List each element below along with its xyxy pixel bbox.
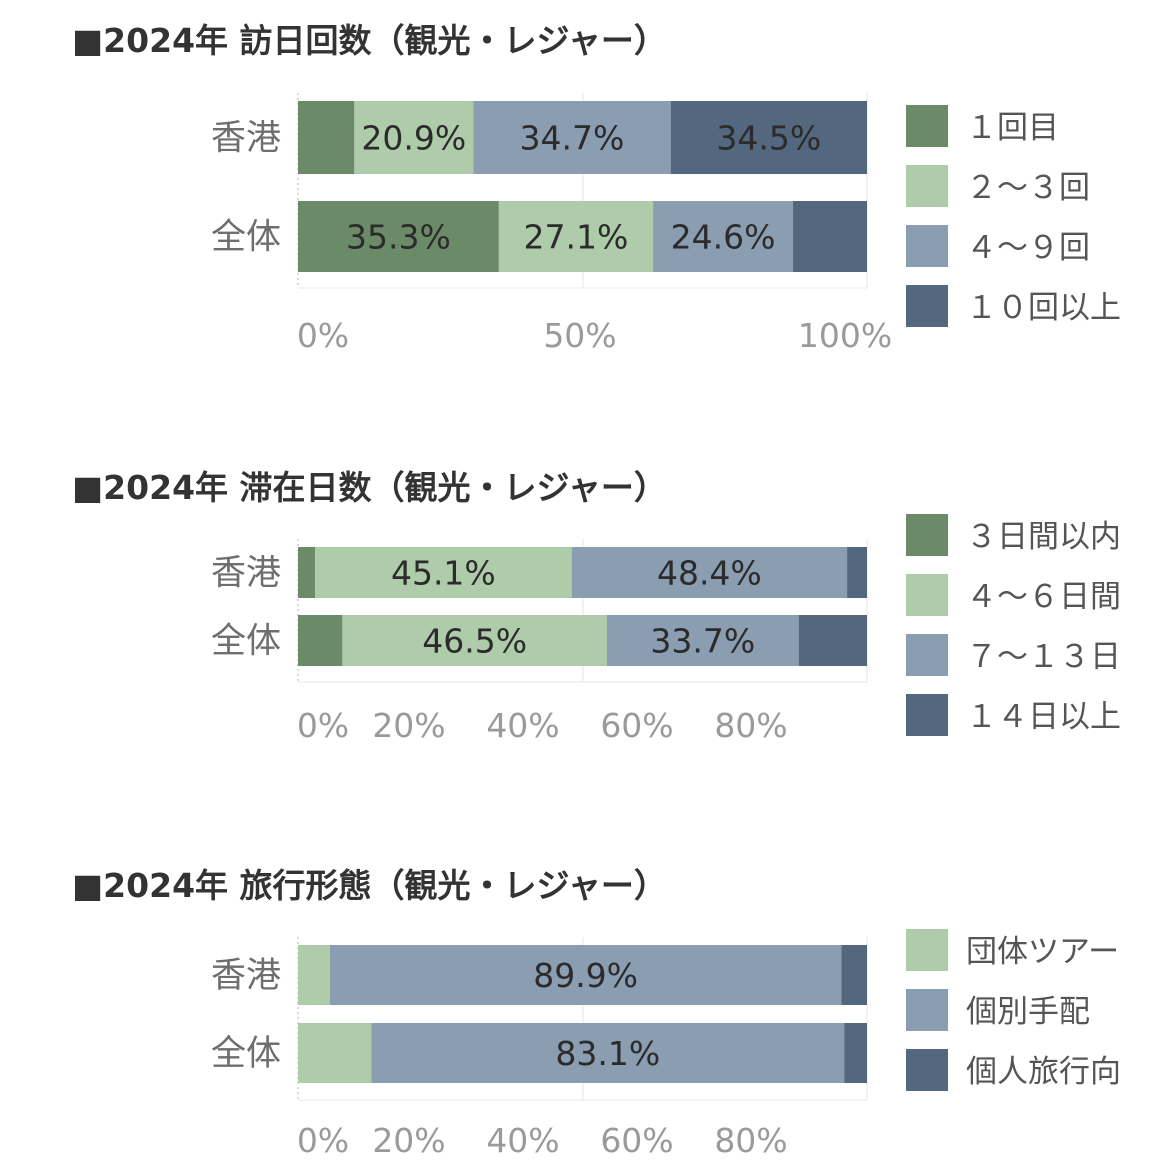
tick-label: 0% bbox=[297, 316, 349, 355]
legend-swatch bbox=[906, 694, 948, 736]
legend-label: 個人旅行向 bbox=[966, 1054, 1121, 1090]
bar-segment bbox=[847, 547, 867, 598]
legend-swatch bbox=[906, 514, 948, 556]
bar-segment bbox=[354, 101, 474, 174]
bar-segment bbox=[653, 201, 794, 272]
data-label: 83.1% bbox=[555, 1034, 660, 1073]
legend-label: １回目 bbox=[966, 110, 1059, 146]
category-label: 全体 bbox=[211, 218, 281, 258]
bar-segment bbox=[793, 201, 867, 272]
tick-label: 60% bbox=[600, 706, 673, 745]
data-label: 24.6% bbox=[671, 218, 776, 257]
bar-segment bbox=[342, 615, 607, 666]
bar-segment bbox=[329, 945, 842, 1005]
data-label: 48.4% bbox=[657, 554, 762, 593]
legend-swatch bbox=[906, 165, 948, 207]
data-label: 89.9% bbox=[533, 956, 638, 995]
bar-segment bbox=[298, 615, 343, 666]
chart-1: ■2024年 訪日回数（観光・レジャー） 香港 20.9% 34.7% 34.5% 全体 3… bbox=[72, 21, 1121, 355]
legend-swatch bbox=[906, 1049, 948, 1091]
data-label: 45.1% bbox=[391, 554, 496, 593]
legend-swatch bbox=[906, 225, 948, 267]
data-label: 20.9% bbox=[361, 119, 466, 158]
data-label: 33.7% bbox=[650, 622, 755, 661]
legend-label: ２～３回 bbox=[966, 170, 1090, 206]
bar-segment bbox=[298, 945, 330, 1005]
tick-label: 80% bbox=[714, 706, 787, 745]
tick-label: 80% bbox=[714, 1121, 787, 1160]
legend-label: １０回以上 bbox=[966, 290, 1121, 326]
tick-label: 40% bbox=[486, 706, 559, 745]
bar-segment bbox=[371, 1023, 845, 1083]
legend-label: 個別手配 bbox=[966, 994, 1090, 1030]
legend-swatch bbox=[906, 989, 948, 1031]
tick-label: 0% bbox=[297, 706, 349, 745]
tick-label: 20% bbox=[372, 1121, 445, 1160]
legend-label: １４日以上 bbox=[966, 699, 1121, 735]
category-label: 香港 bbox=[211, 956, 281, 996]
legend-swatch bbox=[906, 929, 948, 971]
bar-segment bbox=[841, 945, 867, 1005]
category-label: 全体 bbox=[211, 622, 281, 662]
tick-label: 40% bbox=[486, 1121, 559, 1160]
legend-swatch bbox=[906, 574, 948, 616]
legend-label: ４～６日間 bbox=[966, 579, 1121, 615]
bar-segment bbox=[315, 547, 572, 598]
tick-label: 0% bbox=[297, 1121, 349, 1160]
data-label: 46.5% bbox=[422, 622, 527, 661]
legend-label: ７～１３日 bbox=[966, 639, 1121, 675]
tick-label: 100% bbox=[798, 316, 892, 355]
bar-segment bbox=[298, 101, 355, 174]
category-label: 香港 bbox=[211, 554, 281, 594]
bar-segment bbox=[798, 615, 867, 666]
data-label: 34.5% bbox=[716, 119, 821, 158]
bar-segment bbox=[298, 201, 499, 272]
bar-segment bbox=[298, 1023, 372, 1083]
bar-segment bbox=[298, 547, 316, 598]
bar-segment bbox=[606, 615, 799, 666]
bar-segment bbox=[498, 201, 654, 272]
legend-label: ３日間以内 bbox=[966, 519, 1121, 555]
bar-segment bbox=[670, 101, 867, 174]
legend-swatch bbox=[906, 285, 948, 327]
category-label: 香港 bbox=[211, 119, 281, 159]
bar-segment bbox=[473, 101, 671, 174]
data-label: 35.3% bbox=[346, 218, 451, 257]
chart-title: ■2024年 訪日回数（観光・レジャー） bbox=[72, 21, 667, 60]
data-label: 34.7% bbox=[520, 119, 625, 158]
bar-segment bbox=[844, 1023, 867, 1083]
chart-2: ■2024年 滞在日数（観光・レジャー） 香港 45.1% 48.4% 全体 46.5% 3… bbox=[72, 468, 1121, 745]
data-label: 27.1% bbox=[524, 218, 629, 257]
bar-segment bbox=[571, 547, 848, 598]
category-label: 全体 bbox=[211, 1034, 281, 1074]
tick-label: 60% bbox=[600, 1121, 673, 1160]
tick-label: 20% bbox=[372, 706, 445, 745]
legend-swatch bbox=[906, 105, 948, 147]
chart-title: ■2024年 滞在日数（観光・レジャー） bbox=[72, 468, 667, 507]
chart-title: ■2024年 旅行形態（観光・レジャー） bbox=[72, 866, 667, 905]
tick-label: 50% bbox=[543, 316, 616, 355]
legend-label: ４～９回 bbox=[966, 230, 1090, 266]
legend-label: 団体ツアー bbox=[966, 934, 1119, 970]
legend-swatch bbox=[906, 634, 948, 676]
chart-3: ■2024年 旅行形態（観光・レジャー） 香港 89.9% 全体 83.1% 0% 20% 4… bbox=[72, 866, 1121, 1160]
